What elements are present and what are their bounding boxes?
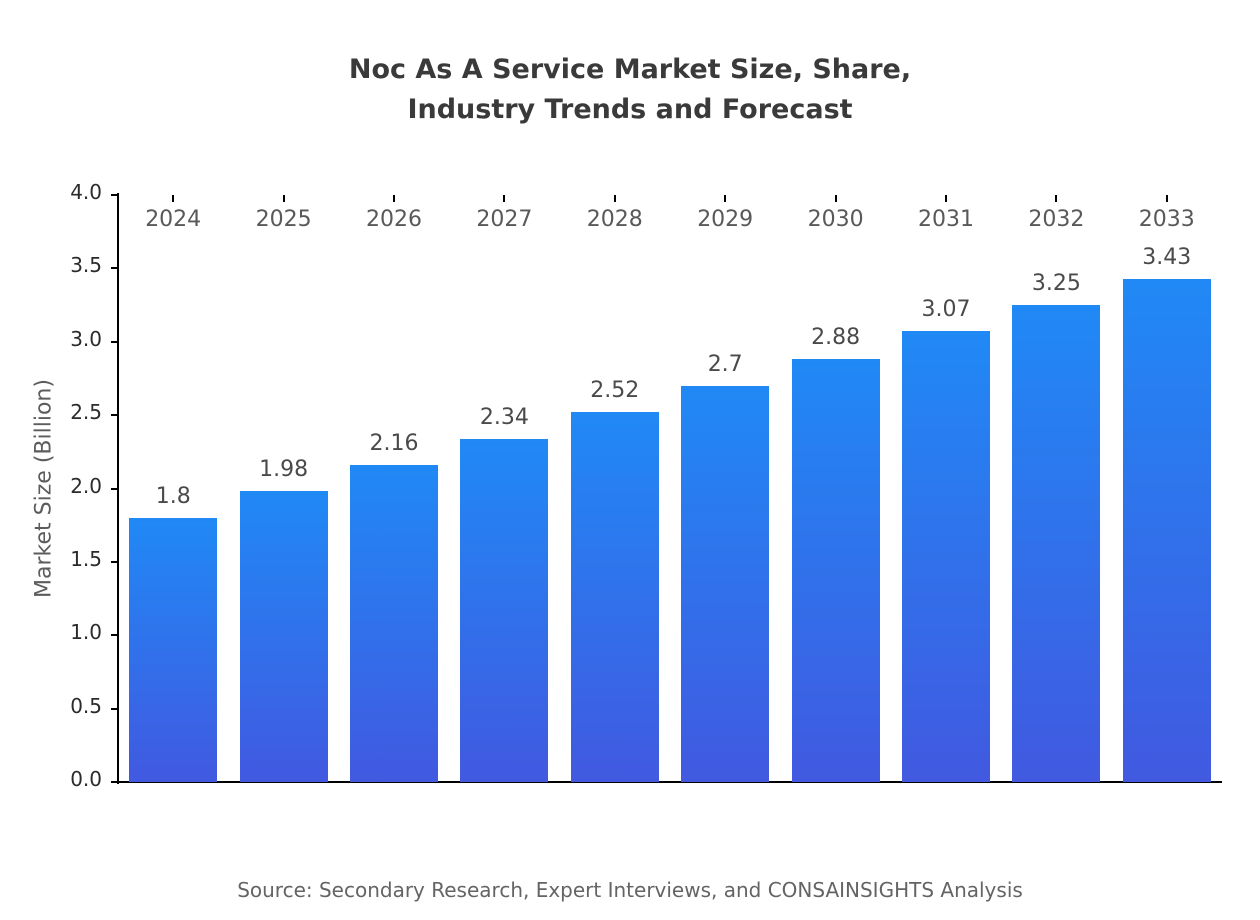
x-tick-mark: [172, 195, 175, 202]
y-tick-label: 2.5: [70, 400, 102, 425]
bar[interactable]: [1012, 305, 1101, 782]
chart-title-line-1: Noc As A Service Market Size, Share,: [348, 54, 912, 85]
y-tick-label: 3.0: [70, 326, 102, 351]
bar-value-label: 2.34: [479, 404, 529, 430]
bar[interactable]: [570, 412, 659, 782]
bar[interactable]: [239, 491, 328, 782]
bar-value-label: 2.7: [707, 351, 743, 377]
x-tick-label: 2026: [366, 207, 422, 232]
bar[interactable]: [791, 359, 880, 782]
x-tick-mark: [834, 195, 837, 202]
x-tick-label: 2032: [1028, 207, 1085, 232]
bar-value-label: 3.07: [921, 297, 971, 323]
x-tick-mark: [503, 195, 506, 202]
y-tick-label: 4.0: [70, 180, 102, 204]
bar-value-label: 1.8: [155, 483, 191, 509]
y-tick-label: 2.0: [70, 473, 102, 498]
y-tick-mark: [111, 560, 118, 563]
bar-value-label: 3.43: [1142, 244, 1192, 270]
bar[interactable]: [681, 385, 770, 782]
y-tick-label: 3.5: [70, 253, 102, 278]
x-tick-label: 2027: [476, 207, 533, 232]
bar-value-label: 2.16: [369, 431, 419, 457]
x-tick-label: 2030: [807, 207, 864, 232]
y-tick-mark: [111, 781, 118, 783]
y-axis-spine: [117, 193, 119, 784]
x-tick-mark: [393, 195, 395, 202]
y-tick-mark: [111, 634, 118, 637]
x-tick-label: 2024: [145, 207, 202, 232]
bar[interactable]: [129, 517, 218, 782]
bar[interactable]: [460, 438, 549, 782]
y-tick-mark: [111, 267, 118, 270]
x-tick-mark: [1165, 195, 1168, 202]
y-tick-label: 0.0: [70, 767, 102, 791]
y-tick-mark: [111, 340, 118, 343]
y-tick-mark: [111, 414, 118, 417]
bar-value-label: 1.98: [259, 457, 309, 483]
y-tick-label: 0.5: [70, 693, 102, 718]
y-tick-mark: [111, 487, 118, 490]
x-tick-mark: [945, 195, 947, 202]
bar-value-label: 3.25: [1031, 271, 1081, 297]
x-tick-label: 2025: [255, 207, 312, 232]
bar-value-label: 2.88: [811, 325, 861, 351]
source-note: Source: Secondary Research, Expert Inter…: [237, 878, 1023, 902]
page-title: Noc As A Service Market Size, Share, Ind…: [0, 50, 1260, 130]
y-tick-mark: [111, 194, 118, 196]
x-tick-label: 2028: [586, 207, 643, 232]
y-tick-label: 1.5: [70, 546, 102, 571]
bar[interactable]: [1122, 278, 1211, 782]
x-tick-mark: [1055, 195, 1058, 202]
bar[interactable]: [902, 331, 990, 782]
x-tick-mark: [724, 195, 727, 202]
x-tick-mark: [282, 195, 285, 202]
x-tick-label: 2029: [697, 207, 754, 232]
x-tick-label: 2033: [1138, 207, 1195, 232]
x-tick-label: 2031: [918, 207, 974, 232]
y-tick-label: 1.0: [70, 620, 102, 645]
bar-value-label: 2.52: [590, 378, 640, 404]
chart-title-line-2: Industry Trends and Forecast: [407, 94, 853, 125]
x-axis-spine: [118, 781, 1222, 783]
x-tick-mark: [613, 195, 616, 202]
bar[interactable]: [350, 465, 438, 782]
y-tick-mark: [111, 707, 118, 710]
plot-area: 0.0 0.5 1.0 1.5 2.0 2.5 3.0 3.5 4.0 2024 2025 2026…: [70, 180, 1222, 791]
